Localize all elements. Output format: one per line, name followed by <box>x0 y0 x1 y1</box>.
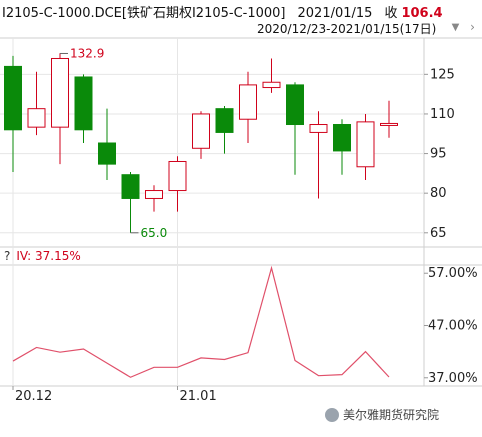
price-tick-label: 125 <box>430 67 455 82</box>
annotation-label: 132.9 <box>70 46 104 60</box>
candle-body <box>27 108 46 128</box>
price-tick-label: 110 <box>430 107 455 122</box>
candle-body <box>4 65 22 131</box>
symbol-title: I2105-C-1000.DCE[铁矿石期权I2105-C-1000] <box>2 6 286 21</box>
iv-tick-label: 47.00% <box>428 319 478 334</box>
candle-body <box>286 84 304 126</box>
candle-body <box>309 124 328 133</box>
header-info-line: I2105-C-1000.DCE[铁矿石期权I2105-C-1000] 2021/… <box>2 2 443 21</box>
price-tick-label: 80 <box>430 186 447 201</box>
iv-label: IV: 37.15% <box>16 249 81 263</box>
wechat-icon <box>325 407 339 422</box>
chevron-down-icon[interactable]: ▼ <box>451 22 460 33</box>
price-tick-label: 95 <box>430 147 447 162</box>
watermark: 美尔雅期货研究院 <box>325 406 439 423</box>
iv-series-line <box>12 265 390 378</box>
iv-panel-header: ? IV: 37.15% <box>4 249 81 263</box>
candle-body <box>98 142 116 165</box>
iv-tick-label: 37.00% <box>428 371 478 386</box>
candle-body <box>333 124 351 152</box>
price-tick-label: 65 <box>430 226 447 241</box>
iv-tick-label: 57.00% <box>428 266 478 281</box>
candle-body <box>145 190 163 199</box>
candle-body <box>168 160 187 192</box>
candle-body <box>215 108 234 133</box>
date-tick-label: 21.01 <box>180 389 217 404</box>
watermark-text: 美尔雅期货研究院 <box>343 408 440 422</box>
annotation-label: 65.0 <box>141 226 168 240</box>
close-label: 收 <box>384 6 398 21</box>
header-date: 2021/01/15 <box>297 6 373 21</box>
chart-header: I2105-C-1000.DCE[铁矿石期权I2105-C-1000] 2021/… <box>0 0 482 36</box>
candle-body <box>51 57 69 128</box>
date-tick-label: 20.12 <box>15 389 52 404</box>
candle-body <box>262 81 281 89</box>
candle-body <box>356 121 375 168</box>
date-range: 2020/12/23-2021/01/15(17日) <box>257 22 437 36</box>
candle-body <box>239 84 257 120</box>
candle-body <box>192 113 210 149</box>
candle-body <box>74 76 93 131</box>
close-value: 106.4 <box>401 6 443 21</box>
help-icon[interactable]: ? <box>4 249 11 263</box>
chevron-right-icon[interactable]: › <box>470 20 475 34</box>
candle-body <box>380 122 398 126</box>
candle-body <box>121 174 140 199</box>
